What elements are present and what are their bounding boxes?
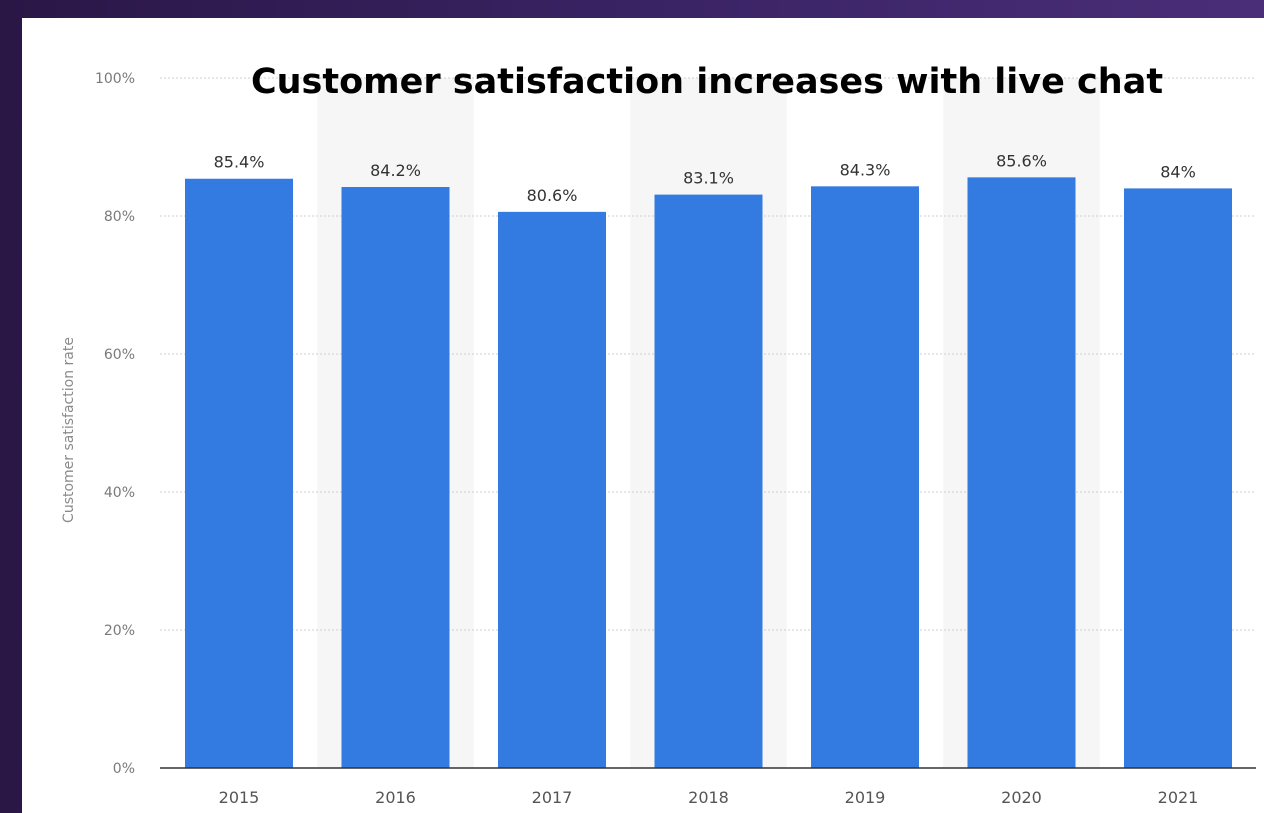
y-tick-label: 40%	[104, 485, 135, 501]
bar	[1124, 188, 1232, 768]
data-label: 85.6%	[996, 151, 1047, 170]
bars	[185, 177, 1232, 769]
y-tick-label: 60%	[104, 347, 135, 363]
data-label: 84.2%	[370, 161, 421, 180]
bar	[967, 177, 1076, 769]
data-label: 85.4%	[214, 153, 265, 172]
x-tick-label: 2021	[1158, 788, 1199, 807]
x-tick-labels: 2015 2016 2017 2018 2019 2020 2021	[219, 788, 1199, 807]
y-tick-labels: 0% 20% 40% 60% 80% 100%	[95, 71, 135, 777]
x-tick-label: 2018	[688, 788, 729, 807]
data-label: 83.1%	[683, 169, 734, 188]
x-tick-label: 2019	[845, 788, 886, 807]
chart-title: Customer satisfaction increases with liv…	[251, 62, 1163, 102]
y-tick-label: 100%	[95, 71, 135, 87]
y-axis-label: Customer satisfaction rate	[61, 337, 77, 523]
x-tick-label: 2017	[532, 788, 573, 807]
y-tick-label: 80%	[104, 209, 135, 225]
y-tick-label: 20%	[104, 623, 135, 639]
data-label: 80.6%	[527, 186, 578, 205]
data-labels: 85.4% 84.2% 80.6% 83.1% 84.3% 85.6% 84%	[214, 151, 1196, 205]
bar	[654, 194, 763, 769]
y-tick-label: 0%	[113, 761, 135, 777]
bar	[498, 211, 606, 769]
data-label: 84%	[1160, 162, 1196, 181]
bar	[811, 186, 919, 768]
bar	[185, 178, 293, 769]
x-tick-label: 2016	[375, 788, 416, 807]
data-label: 84.3%	[840, 160, 891, 179]
x-tick-label: 2020	[1001, 788, 1042, 807]
x-tick-label: 2015	[219, 788, 260, 807]
bar	[341, 187, 450, 768]
